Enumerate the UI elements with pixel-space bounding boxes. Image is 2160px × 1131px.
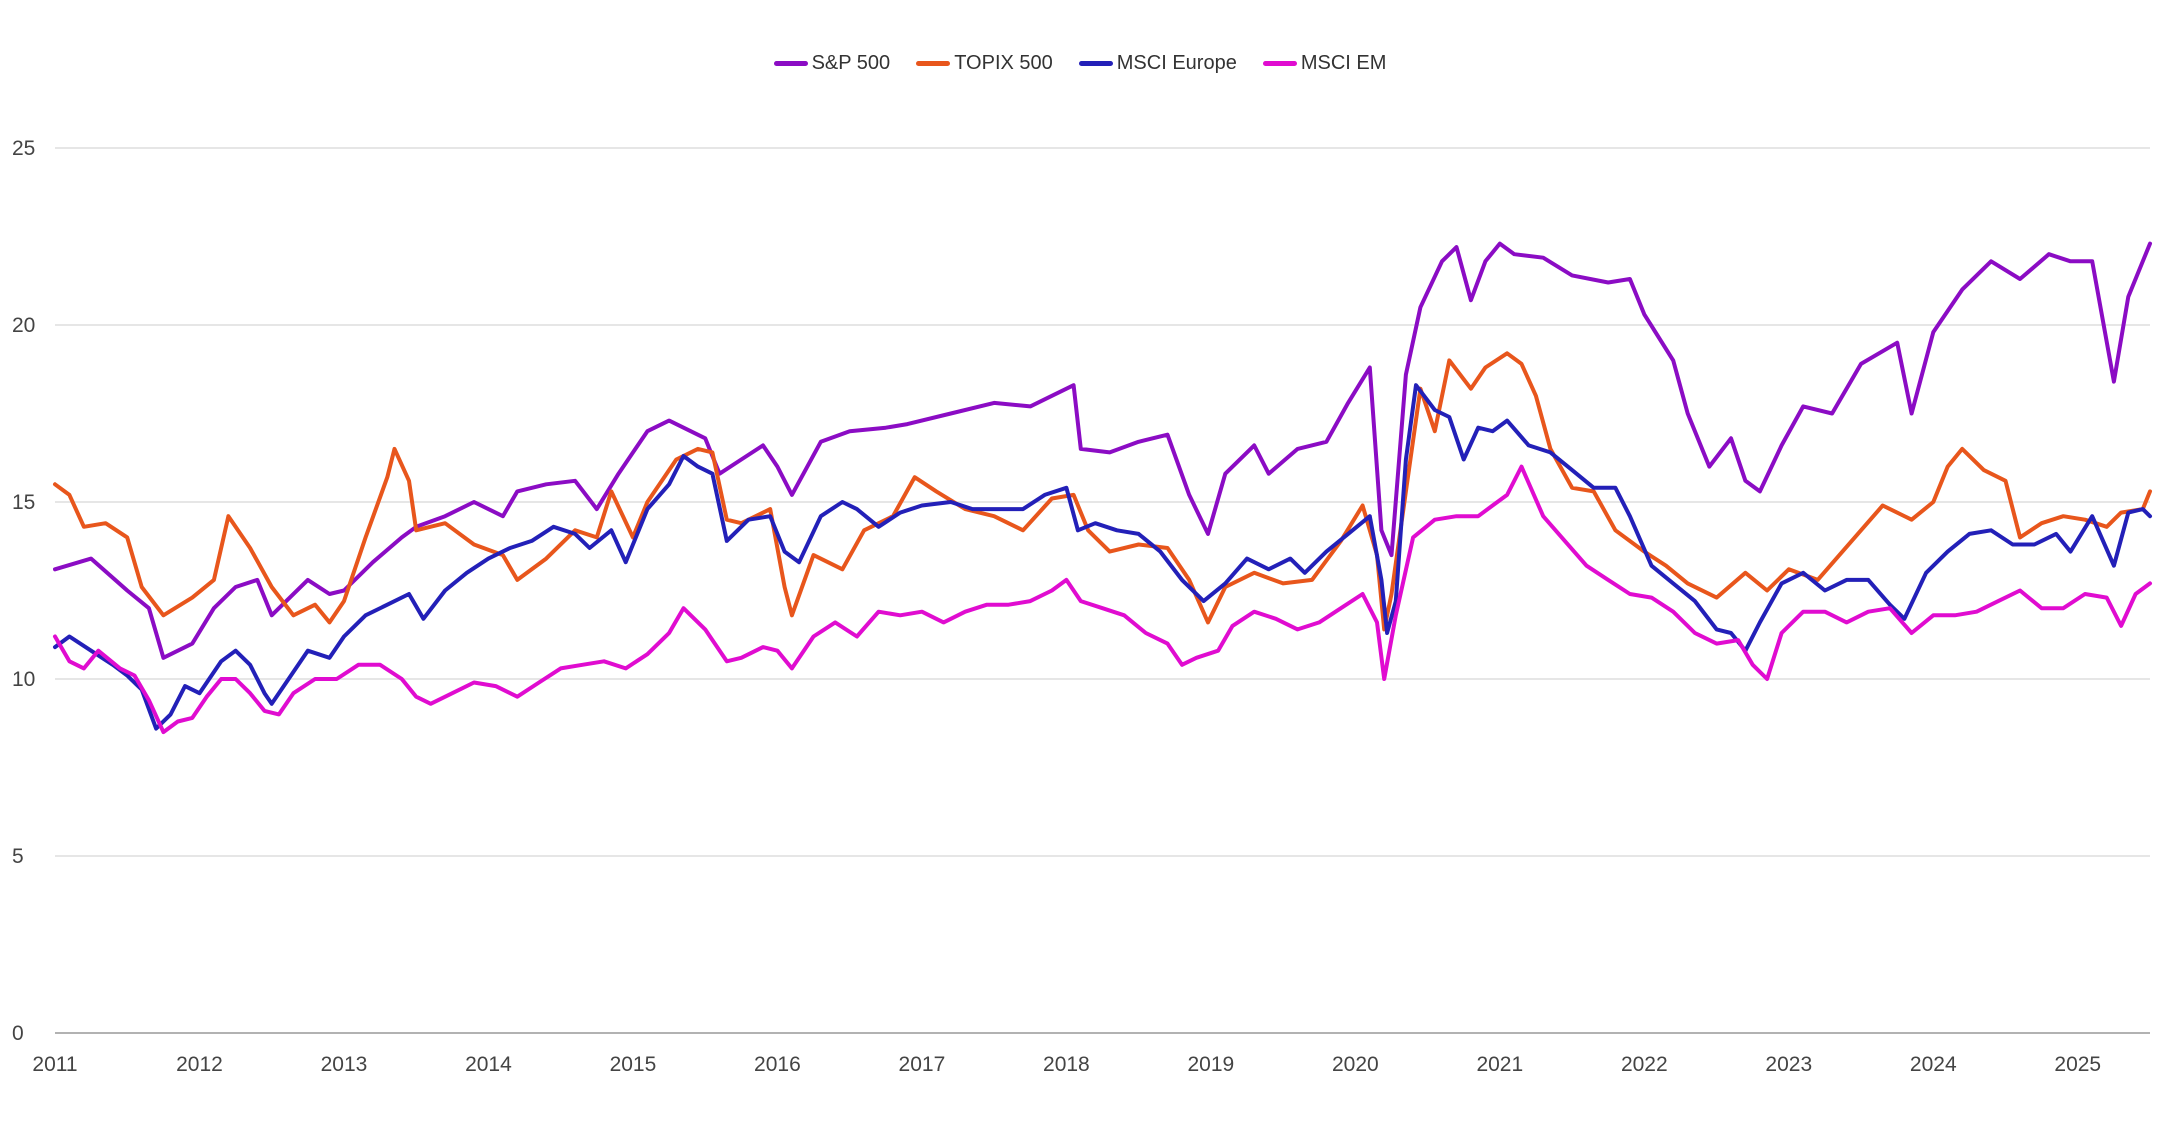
- legend-item: S&P 500: [773, 52, 891, 75]
- x-tick-label: 2023: [1765, 1053, 1812, 1076]
- legend-label: TOPIX 500: [954, 52, 1053, 74]
- series-line-msci-em: [53, 464, 2152, 735]
- legend-item: MSCI Europe: [1078, 52, 1237, 75]
- series-line-topix-500: [53, 351, 2152, 632]
- x-tick-label: 2015: [610, 1053, 657, 1076]
- series-line-msci-europe: [53, 383, 2152, 731]
- x-tick-label: 2016: [754, 1053, 801, 1076]
- legend-label: MSCI Europe: [1116, 52, 1237, 74]
- x-tick-label: 2014: [465, 1053, 512, 1076]
- x-tick-label: 2022: [1621, 1053, 1668, 1076]
- x-tick-label: 2018: [1043, 1053, 1090, 1076]
- y-tick-label: 15: [12, 491, 35, 514]
- x-tick-label: 2011: [32, 1053, 77, 1076]
- legend-swatch: [916, 61, 951, 66]
- legend-label: S&P 500: [811, 52, 891, 74]
- legend-swatch: [773, 61, 808, 66]
- series-line-s-p-500: [53, 241, 2152, 660]
- legend-swatch: [1262, 61, 1297, 66]
- y-tick-label: 20: [12, 314, 35, 337]
- y-tick-label: 25: [12, 137, 35, 160]
- y-tick-label: 10: [12, 668, 35, 691]
- x-tick-label: 2017: [899, 1053, 946, 1076]
- x-tick-label: 2019: [1188, 1053, 1235, 1076]
- chart-legend: S&P 500 TOPIX 500 MSCI Europe MSCI EM: [0, 52, 2160, 75]
- x-tick-label: 2025: [2054, 1053, 2101, 1076]
- x-tick-label: 2012: [176, 1053, 223, 1076]
- x-tick-label: 2020: [1332, 1053, 1379, 1076]
- y-tick-label: 0: [12, 1022, 24, 1045]
- legend-item: MSCI EM: [1262, 52, 1387, 75]
- x-tick-label: 2024: [1910, 1053, 1957, 1076]
- legend-item: TOPIX 500: [916, 52, 1053, 75]
- x-tick-label: 2021: [1476, 1053, 1523, 1076]
- legend-label: MSCI EM: [1300, 52, 1387, 74]
- legend-swatch: [1078, 61, 1113, 66]
- y-tick-label: 5: [12, 845, 24, 868]
- x-tick-label: 2013: [321, 1053, 368, 1076]
